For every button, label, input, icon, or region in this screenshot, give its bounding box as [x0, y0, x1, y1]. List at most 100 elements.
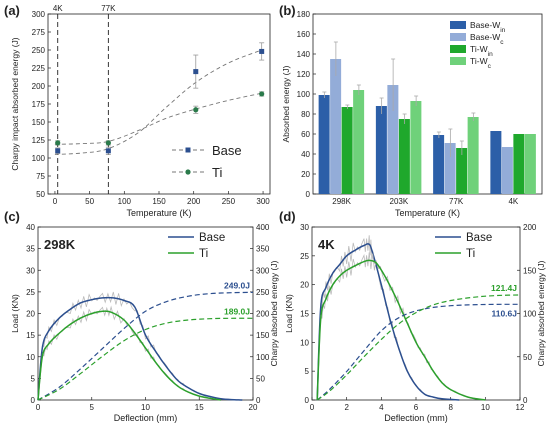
panel-label: (c): [4, 209, 20, 224]
x-tick-label: 12: [516, 403, 525, 412]
panel-label: (b): [279, 3, 296, 18]
x-axis-label: Temperature (K): [126, 208, 191, 218]
y-tick-label: 20: [26, 310, 35, 319]
legend-label: Ti: [212, 165, 222, 180]
bar: [501, 147, 513, 194]
y-tick-label: 75: [36, 172, 45, 181]
y-tick-label: 100: [32, 154, 46, 163]
y-tick-label: 25: [300, 252, 309, 261]
bar: [490, 131, 502, 194]
x-tick-label: 20: [249, 403, 258, 412]
y-tick-label: 180: [297, 10, 311, 19]
legend-label: Ti-Wc: [470, 56, 492, 70]
legend-swatch: [450, 21, 466, 29]
load-curve: [37, 310, 221, 401]
y2-tick-label: 400: [256, 223, 270, 232]
x-tick-label: 10: [481, 403, 490, 412]
y2-tick-label: 150: [256, 331, 270, 340]
y2-tick-label: 200: [523, 223, 537, 232]
y2-tick-label: 150: [523, 266, 537, 275]
bar: [341, 107, 353, 194]
panel-b-frame: [312, 13, 543, 195]
bar: [353, 90, 365, 194]
y-tick-label: 15: [26, 331, 35, 340]
y2-tick-label: 0: [523, 396, 528, 405]
y-tick-label: 35: [26, 245, 35, 254]
data-point: [105, 148, 111, 154]
reference-line-label: 77K: [101, 4, 116, 13]
x-tick-label: 50: [85, 197, 94, 206]
legend-subscript: in: [488, 51, 493, 58]
y-tick-label: 0: [306, 190, 311, 199]
x-tick-label: 5: [90, 403, 95, 412]
energy-value-label: 121.4J: [491, 283, 517, 293]
legend-label: Base: [466, 232, 492, 244]
legend-label: Ti: [466, 248, 475, 260]
y-tick-label: 60: [301, 130, 310, 139]
bar: [524, 134, 536, 194]
bar: [318, 95, 330, 194]
bar: [433, 135, 445, 194]
y2-axis-label: Charpy absorbed energy (J): [536, 260, 546, 366]
bar: [330, 59, 342, 194]
y-axis-label: Load (KN): [10, 294, 20, 333]
legend-subscript: c: [488, 63, 492, 70]
y-axis-label: Load (KN): [284, 294, 294, 333]
panel-label: (a): [4, 3, 20, 18]
x-tick-label: 10: [141, 403, 150, 412]
legend-label: Ti: [199, 248, 208, 260]
y-tick-label: 50: [36, 190, 45, 199]
y-tick-label: 300: [32, 10, 46, 19]
energy-value-label: 249.0J: [224, 280, 250, 290]
y-tick-label: 200: [32, 82, 46, 91]
energy-curve: [316, 294, 521, 401]
legend-marker: [185, 147, 191, 153]
bar: [467, 117, 479, 194]
y-tick-label: 140: [297, 50, 311, 59]
raw-trace: [37, 305, 219, 401]
legend-marker: [185, 169, 191, 175]
y2-tick-label: 50: [256, 374, 265, 383]
y-tick-label: 0: [31, 396, 36, 405]
x-tick-label: 2: [344, 403, 349, 412]
x-tick-label: 0: [36, 403, 41, 412]
data-point: [259, 48, 265, 54]
x-tick-label: 100: [118, 197, 132, 206]
bar: [444, 143, 456, 194]
y2-tick-label: 300: [256, 266, 270, 275]
panel-label: (d): [279, 209, 296, 224]
x-tick-label: 8: [448, 403, 453, 412]
x-tick-label: 0: [53, 197, 58, 206]
bar: [513, 134, 525, 194]
energy-value-label: 110.6J: [491, 308, 517, 318]
legend-label: Base: [212, 143, 242, 158]
energy-curve: [37, 291, 254, 401]
y-tick-label: 40: [26, 223, 35, 232]
y2-tick-label: 0: [256, 396, 261, 405]
x-tick-label: 200: [187, 197, 201, 206]
data-point: [259, 91, 265, 97]
energy-curve: [316, 303, 520, 401]
y-tick-label: 10: [26, 353, 35, 362]
y2-tick-label: 100: [523, 310, 537, 319]
energy-curve: [37, 317, 254, 401]
y-tick-label: 40: [301, 150, 310, 159]
y-tick-label: 15: [300, 310, 309, 319]
y-tick-label: 100: [297, 90, 311, 99]
y-tick-label: 10: [300, 338, 309, 347]
temperature-annotation: 4K: [318, 237, 335, 252]
x-tick-label: 4: [379, 403, 384, 412]
y2-tick-label: 350: [256, 245, 270, 254]
y-tick-label: 80: [301, 110, 310, 119]
y2-tick-label: 200: [256, 310, 270, 319]
y-tick-label: 250: [32, 46, 46, 55]
y2-tick-label: 100: [256, 353, 270, 362]
y-tick-label: 125: [32, 136, 46, 145]
data-point: [105, 140, 111, 146]
data-point: [193, 107, 199, 113]
x-tick-label: 0: [310, 403, 315, 412]
y-tick-label: 275: [32, 28, 46, 37]
data-point: [55, 140, 61, 146]
panel-d-frame: [311, 226, 521, 401]
legend-swatch: [450, 57, 466, 65]
